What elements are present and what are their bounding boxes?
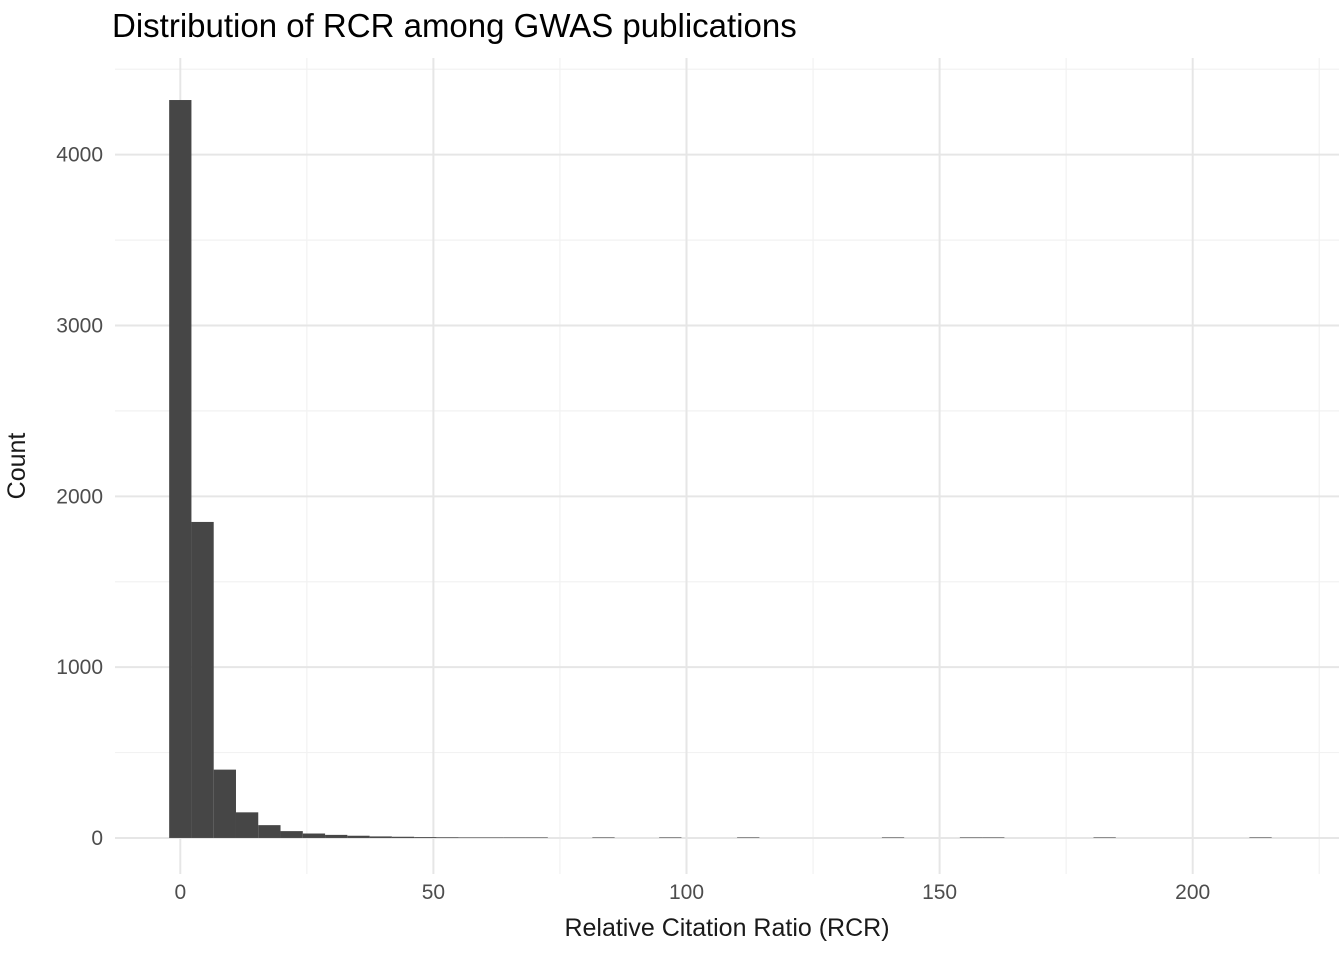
x-tick-label: 150: [922, 881, 957, 904]
histogram-bar: [369, 836, 392, 838]
histogram-bar: [213, 769, 236, 838]
histogram-bar: [258, 825, 281, 838]
histogram-bar: [982, 837, 1005, 838]
chart-title: Distribution of RCR among GWAS publicati…: [112, 7, 797, 44]
x-tick-label: 100: [669, 881, 704, 904]
histogram-bar: [659, 837, 682, 838]
histogram-bar: [169, 100, 192, 838]
y-axis-title: Count: [3, 433, 31, 500]
y-tick-label: 2000: [56, 485, 103, 508]
gridlines-major: [115, 58, 1339, 874]
histogram-bar: [414, 837, 437, 838]
x-tick-label: 200: [1175, 881, 1210, 904]
histogram-bar: [592, 837, 615, 838]
histogram-bar: [959, 837, 983, 838]
y-tick-label: 4000: [56, 144, 103, 167]
histogram-bar: [325, 834, 348, 838]
histogram-bar: [737, 837, 760, 838]
histogram-bar: [1093, 837, 1116, 838]
x-axis-title: Relative Citation Ratio (RCR): [564, 914, 889, 942]
histogram-bar: [280, 831, 303, 838]
gridlines-minor: [115, 58, 1339, 874]
histogram-bar: [881, 837, 905, 838]
histogram-bar: [503, 837, 526, 838]
y-axis-tick-labels: 0 1000 2000 3000 4000: [56, 144, 103, 850]
histogram-bar: [458, 837, 481, 838]
histogram-bar: [347, 835, 370, 838]
histogram-bar: [525, 837, 548, 838]
histogram-bars: [169, 100, 1272, 838]
y-tick-label: 3000: [56, 315, 103, 338]
y-tick-label: 1000: [56, 656, 103, 679]
histogram-bar: [302, 833, 326, 838]
x-axis-tick-labels: 0 50 100 150 200: [174, 881, 1210, 904]
histogram-bar: [391, 836, 415, 838]
histogram-bar: [191, 521, 214, 838]
histogram-bar: [436, 837, 459, 838]
histogram-bar: [235, 812, 259, 838]
x-tick-label: 50: [422, 881, 445, 904]
histogram-bar: [480, 837, 504, 838]
histogram-bar: [1249, 837, 1272, 838]
x-tick-label: 0: [174, 881, 186, 904]
y-tick-label: 0: [91, 827, 103, 850]
